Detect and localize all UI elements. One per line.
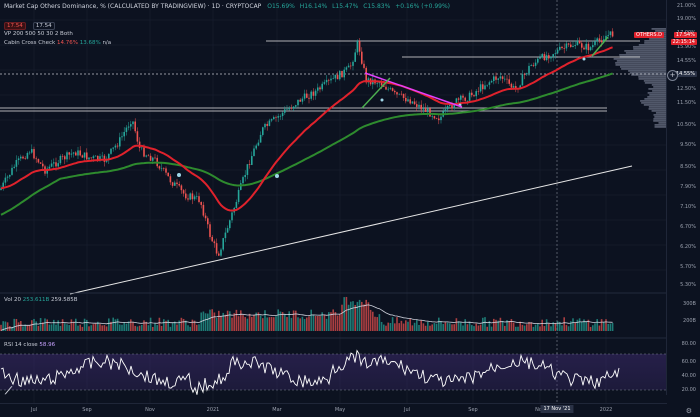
current-price-tag: 17.54%: [673, 32, 697, 38]
ask-pill[interactable]: 17.54: [32, 22, 55, 30]
grid-lines: [0, 0, 667, 404]
symbol-tag: OTHERS.D: [634, 32, 664, 38]
volume-tick: 200B: [683, 318, 696, 324]
bid-pill[interactable]: 17.54: [4, 22, 26, 30]
tradingview-logo-icon: ⟋: [5, 386, 12, 397]
time-label: 2021: [206, 407, 220, 413]
time-axis[interactable]: Jul Sep Nov 2021 Mar May Jul Sep Nov 202…: [0, 403, 667, 417]
price-tick: 21.00%: [676, 3, 696, 9]
price-tick: 10.50%: [676, 122, 696, 128]
rsi-label: RSI 14 close: [4, 342, 38, 348]
rsi-band: [0, 354, 667, 390]
ohlc-change: +0.16% (+0.99%): [395, 3, 450, 10]
price-tick: 19.00%: [676, 16, 696, 22]
volume-profile: [613, 28, 667, 128]
price-tick: 14.55%: [676, 58, 696, 64]
volume-label: Vol 20: [4, 297, 21, 303]
cross-markers: [177, 57, 586, 178]
time-label: Sep: [82, 407, 92, 413]
rsi-line: [0, 349, 620, 395]
price-candles: [0, 28, 614, 257]
countdown-tag: 22:15:14: [670, 39, 697, 45]
volume-value-1: 253.611B: [22, 297, 50, 303]
ohlc-open: O15.69%: [267, 3, 295, 10]
price-tick: 9.50%: [680, 142, 696, 148]
time-label: Sep: [468, 407, 478, 413]
ohlc-high: H16.14%: [299, 3, 328, 10]
ema-slow-line: [0, 72, 613, 216]
gear-icon[interactable]: ⚙: [685, 407, 692, 415]
rsi-tick: 40.00: [681, 373, 696, 379]
horizontal-levels: [0, 40, 667, 112]
price-tick: 5.70%: [680, 264, 696, 270]
volume-tick: 300B: [683, 301, 696, 307]
chart-header: Market Cap Others Dominance, % (CALCULAT…: [4, 3, 453, 10]
time-label: May: [334, 407, 346, 413]
price-tick: 15.90%: [676, 44, 696, 50]
price-tick: 8.50%: [680, 164, 696, 170]
rsi-value: 58.96: [39, 342, 56, 348]
price-tick: 5.30%: [680, 282, 696, 288]
ohlc-close: C15.83%: [363, 3, 391, 10]
rsi-tick: 60.00: [681, 359, 696, 365]
symbol-title[interactable]: Market Cap Others Dominance, % (CALCULAT…: [4, 3, 262, 10]
volume-bars: [0, 296, 614, 331]
ema-fast-line: [0, 46, 613, 212]
volume-ma-line: [0, 304, 613, 331]
cross-indicator-row[interactable]: Cabin Cross Check 14.76% 13.68% n/a: [4, 40, 111, 46]
cursor-date-tag: 17 Nov '21: [540, 405, 574, 413]
rsi-tick: 20.00: [681, 387, 696, 393]
vp-indicator-label[interactable]: VP 200 500 50 30 2 Both: [4, 31, 73, 37]
ohlc-low: L15.47%: [332, 3, 359, 10]
rising-trendline[interactable]: [69, 165, 633, 295]
time-label: Jul: [30, 407, 38, 413]
cross-value-2: 13.68%: [79, 40, 101, 46]
price-tick: 6.70%: [680, 224, 696, 230]
time-label: Mar: [272, 407, 282, 413]
time-label: Jul: [403, 407, 411, 413]
rsi-indicator-row[interactable]: RSI 14 close 58.96: [4, 342, 55, 348]
volume-indicator-row[interactable]: Vol 20 253.611B 259.585B: [4, 297, 78, 303]
price-tick: 11.50%: [676, 100, 696, 106]
bid-ask-row: 17.54 17.54: [4, 12, 57, 31]
green-trendline-2[interactable]: [591, 36, 609, 57]
plus-circle-icon[interactable]: +: [667, 70, 678, 81]
cross-indicator-label: Cabin Cross Check: [4, 40, 56, 46]
time-label: Nov: [145, 407, 155, 413]
price-tick: 12.50%: [676, 86, 696, 92]
cross-value-3: n/a: [102, 40, 112, 46]
cross-value-1: 14.76%: [56, 40, 78, 46]
time-label: Nov: [535, 407, 545, 413]
price-tick: 7.10%: [680, 204, 696, 210]
volume-value-2: 259.585B: [51, 297, 78, 303]
time-label: 2022: [599, 407, 613, 413]
rsi-tick: 80.00: [681, 341, 696, 347]
magenta-trendline[interactable]: [364, 72, 463, 108]
price-tick: 6.20%: [680, 244, 696, 250]
cursor-price-tag: 14.55%: [673, 71, 697, 77]
green-trendline-1[interactable]: [361, 77, 391, 109]
price-axis[interactable]: 21.00%19.00%17.00%15.90%14.55%13.60%12.5…: [666, 0, 700, 395]
price-tick: 7.90%: [680, 184, 696, 190]
